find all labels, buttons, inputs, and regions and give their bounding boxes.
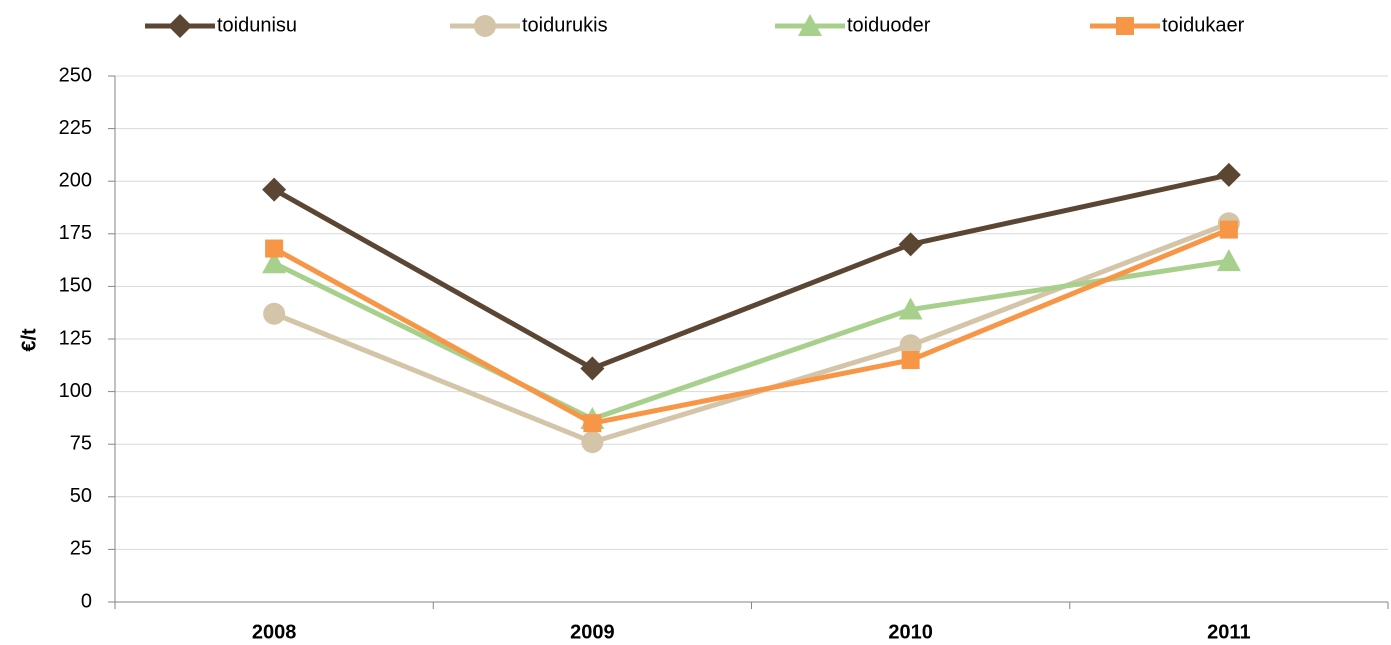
- marker: [265, 239, 284, 258]
- y-tick-label: 25: [70, 538, 92, 560]
- legend-marker: [168, 14, 192, 38]
- marker: [1219, 220, 1238, 239]
- y-tick-label: 125: [59, 327, 92, 349]
- legend-label: toidukaer: [1162, 14, 1245, 36]
- y-tick-label: 200: [59, 169, 92, 191]
- y-tick-label: 175: [59, 222, 92, 244]
- x-tick-label: 2010: [888, 621, 933, 643]
- y-tick-label: 250: [59, 64, 92, 86]
- y-tick-label: 150: [59, 275, 92, 297]
- marker: [898, 232, 923, 257]
- legend-marker: [798, 14, 822, 36]
- y-tick-label: 75: [70, 432, 92, 454]
- marker: [580, 356, 605, 381]
- y-tick-label: 0: [81, 590, 92, 612]
- y-tick-label: 100: [59, 380, 92, 402]
- marker: [1216, 162, 1241, 187]
- marker: [901, 351, 920, 370]
- marker: [581, 431, 604, 454]
- x-tick-label: 2009: [570, 621, 615, 643]
- marker: [899, 334, 922, 357]
- series-line: [272, 227, 1230, 426]
- series-line: [272, 172, 1230, 371]
- x-tick-label: 2008: [252, 621, 297, 643]
- legend-marker: [1116, 17, 1134, 35]
- x-tick-label: 2011: [1207, 621, 1250, 643]
- series-line: [273, 258, 1230, 422]
- legend-marker: [474, 15, 496, 37]
- marker: [898, 297, 923, 320]
- y-tick-label: 225: [59, 117, 92, 139]
- marker: [262, 177, 287, 202]
- marker: [263, 302, 286, 325]
- marker: [1216, 249, 1241, 272]
- legend-label: toidurukis: [522, 14, 608, 36]
- marker: [262, 251, 287, 274]
- y-axis-label: €/t: [18, 328, 40, 352]
- marker: [583, 414, 602, 433]
- legend-label: toidunisu: [217, 14, 297, 36]
- legend-label: toiduoder: [847, 14, 931, 36]
- y-tick-label: 50: [70, 485, 92, 507]
